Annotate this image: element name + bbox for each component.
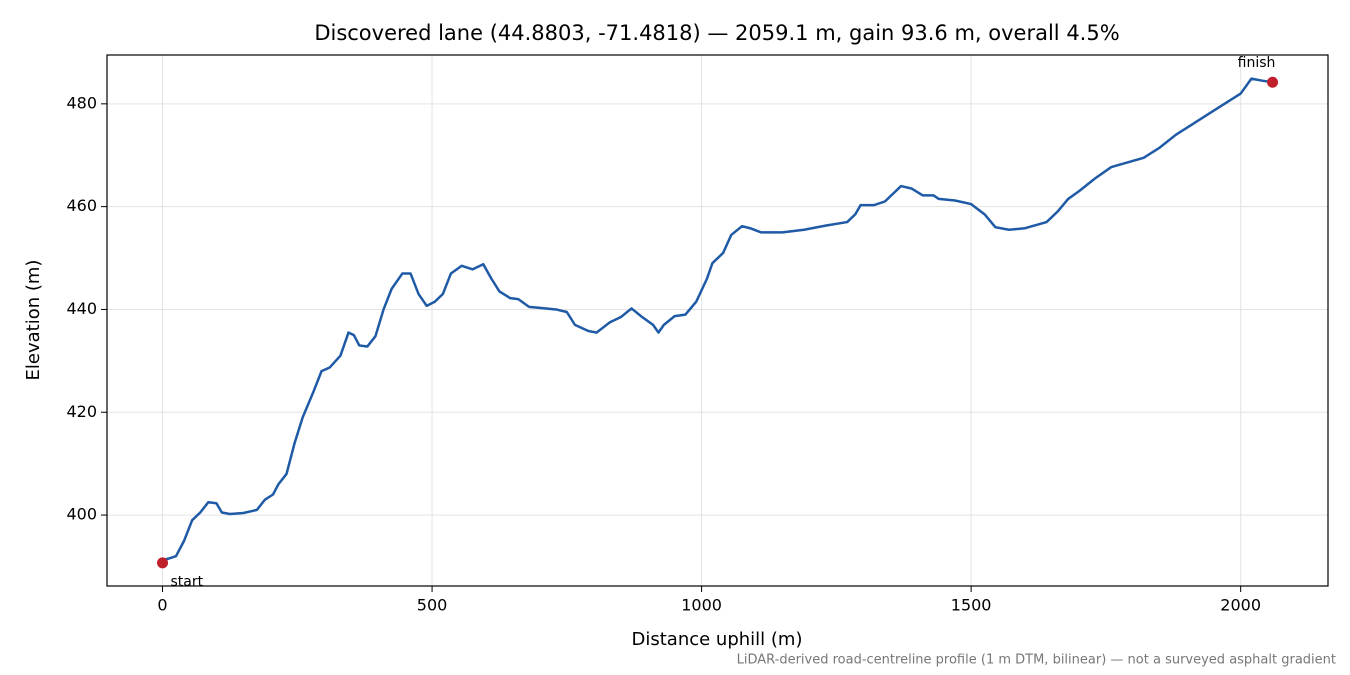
x-tick-label: 500 xyxy=(417,596,448,615)
x-tick-label: 2000 xyxy=(1220,596,1261,615)
endpoint-label: start xyxy=(171,574,204,590)
y-tick-label: 440 xyxy=(66,299,97,318)
y-tick-label: 420 xyxy=(66,402,97,421)
x-tick-label: 1000 xyxy=(681,596,722,615)
endpoint-label: finish xyxy=(1238,55,1276,71)
endpoint-marker xyxy=(157,557,169,569)
x-tick-label: 0 xyxy=(157,596,167,615)
elevation-line xyxy=(162,77,1273,562)
y-axis-label: Elevation (m) xyxy=(23,260,44,381)
y-tick-label: 480 xyxy=(66,93,97,112)
plot-frame xyxy=(106,54,1329,587)
x-tick-label: 1500 xyxy=(951,596,992,615)
y-tick-label: 400 xyxy=(66,505,97,524)
footnote: LiDAR-derived road-centreline profile (1… xyxy=(737,653,1336,668)
y-tick-label: 460 xyxy=(66,196,97,215)
chart-title: Discovered lane (44.8803, -71.4818) — 20… xyxy=(314,21,1119,45)
x-axis-label: Distance uphill (m) xyxy=(632,629,803,650)
endpoint-marker xyxy=(1267,76,1279,88)
